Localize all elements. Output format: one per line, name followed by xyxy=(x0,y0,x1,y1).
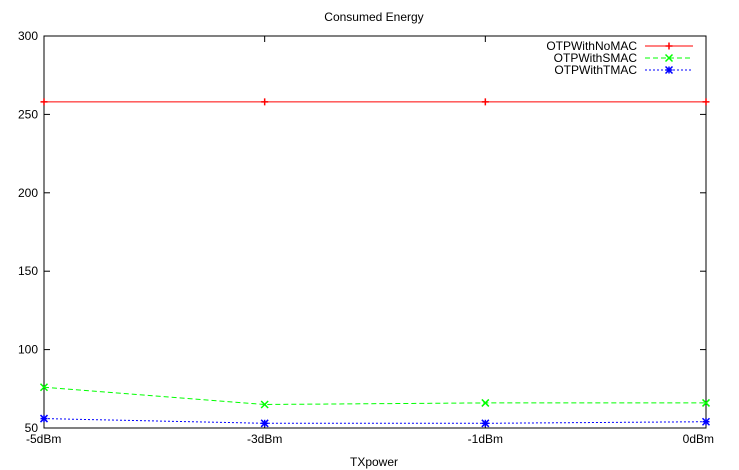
data-point xyxy=(260,419,269,428)
x-tick-label: -5dBm xyxy=(26,432,61,446)
chart-title: Consumed Energy xyxy=(324,10,423,24)
series-line-3 xyxy=(43,418,707,424)
data-point xyxy=(481,398,490,407)
data-point xyxy=(481,419,490,428)
legend-marker xyxy=(664,65,674,75)
data-point xyxy=(481,98,489,106)
legend-marker xyxy=(664,53,674,63)
y-tick-label: 150 xyxy=(18,264,38,278)
data-point xyxy=(39,383,49,392)
x-tick-label: 0dBm xyxy=(683,432,714,446)
legend-label: OTPWithNoMAC xyxy=(546,39,637,53)
legend-label: OTPWithSMAC xyxy=(554,51,638,65)
y-tick-label: 100 xyxy=(18,343,38,357)
x-tick-label: -1dBm xyxy=(468,432,503,446)
legend-label: OTPWithTMAC xyxy=(554,63,637,77)
data-point xyxy=(39,414,49,423)
data-point xyxy=(701,398,711,407)
data-point xyxy=(701,417,711,426)
data-point xyxy=(260,400,269,409)
plot-frame xyxy=(43,35,707,429)
y-tick-label: 50 xyxy=(25,421,39,435)
y-tick-label: 200 xyxy=(18,186,38,200)
series-line-2 xyxy=(43,386,706,405)
y-tick-label: 300 xyxy=(18,29,38,43)
y-tick-label: 250 xyxy=(18,107,38,121)
data-point xyxy=(702,98,710,106)
x-tick-label: -3dBm xyxy=(247,432,282,446)
data-point xyxy=(261,98,269,106)
x-axis-label: TXpower xyxy=(350,455,398,469)
plot-area: 50 100 150 200 250 300 -5dBm -3dBm -1dBm 0dBm OTPW… xyxy=(18,29,714,446)
data-point xyxy=(40,98,48,106)
legend-marker xyxy=(665,42,673,50)
